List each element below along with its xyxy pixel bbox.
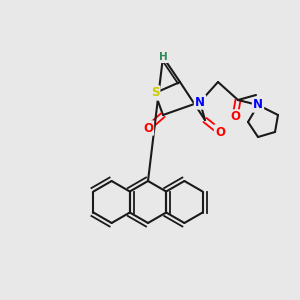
Text: O: O <box>143 122 153 134</box>
Text: H: H <box>159 52 167 62</box>
Text: O: O <box>215 125 225 139</box>
Text: N: N <box>253 98 263 112</box>
Text: N: N <box>195 95 205 109</box>
Text: O: O <box>230 110 240 124</box>
Text: S: S <box>151 86 159 100</box>
